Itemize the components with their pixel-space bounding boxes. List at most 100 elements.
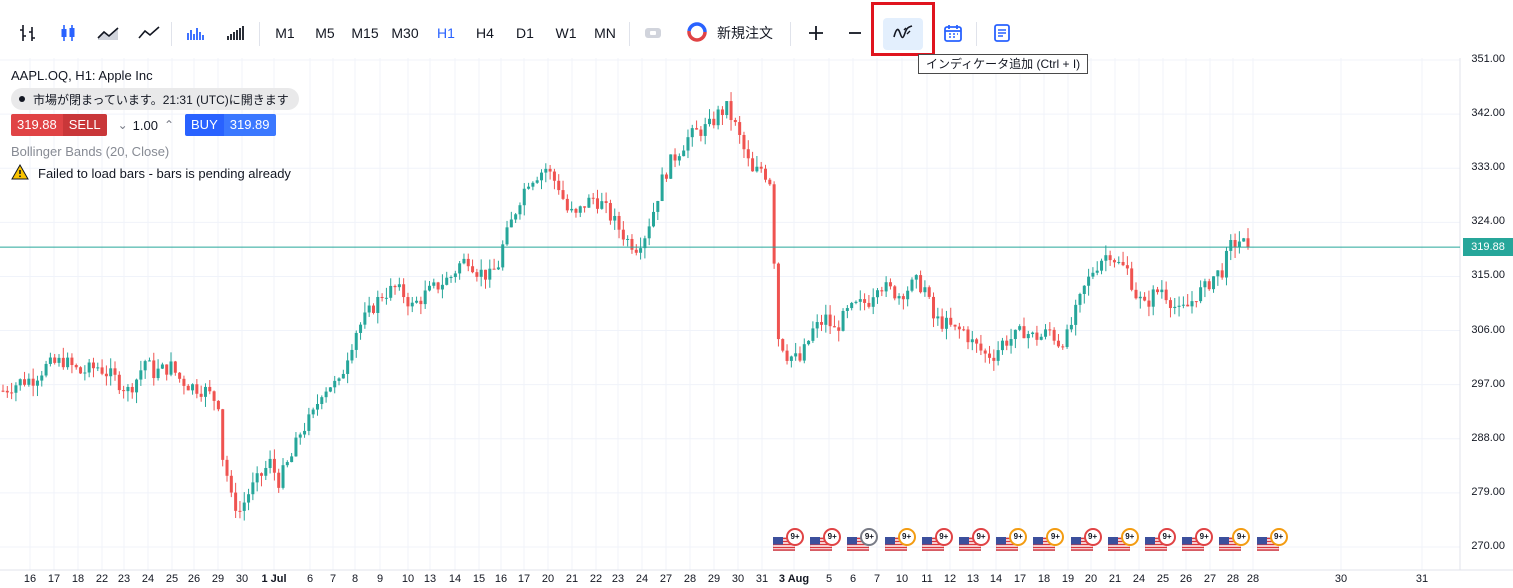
status-dot-icon: [19, 96, 25, 102]
area-chart-icon[interactable]: [95, 17, 121, 49]
event-count-badge[interactable]: 9+: [1120, 528, 1139, 546]
candle-body: [44, 363, 48, 376]
candle-body: [820, 322, 824, 325]
event-count-badge[interactable]: 9+: [1158, 528, 1176, 546]
candle-body: [397, 284, 401, 288]
volume-bars-icon[interactable]: [184, 17, 208, 49]
candle-body: [156, 368, 160, 379]
candle-body: [927, 287, 931, 297]
candle-body: [165, 364, 169, 375]
time-axis-label: 1 Jul: [261, 573, 287, 585]
timeframe-m30[interactable]: M30: [391, 25, 419, 41]
candle-body: [906, 290, 910, 300]
candle-body: [268, 458, 272, 468]
calendar-icon[interactable]: [941, 17, 965, 49]
time-axis-label: 25: [1156, 573, 1170, 585]
current-price-tag: 319.88: [1463, 238, 1513, 257]
time-axis-label: 24: [635, 573, 649, 585]
candle-body: [496, 267, 500, 270]
event-count-badge[interactable]: 9+: [786, 528, 804, 546]
candle-body: [1203, 281, 1207, 288]
timeframe-m5[interactable]: M5: [315, 25, 335, 41]
candle-body: [992, 357, 996, 361]
candle-body: [595, 198, 599, 209]
indicators-button[interactable]: [883, 18, 923, 50]
candle-body: [854, 301, 858, 303]
candle-body: [367, 305, 371, 313]
candle-body: [109, 368, 113, 377]
timeframe-m15[interactable]: M15: [351, 25, 379, 41]
new-order-button[interactable]: 新規注文: [686, 17, 776, 49]
volume-ticks-icon[interactable]: [224, 17, 248, 49]
event-count-badge[interactable]: 9+: [1232, 528, 1251, 546]
buy-price[interactable]: 319.89: [223, 114, 276, 136]
candle-body: [264, 467, 268, 476]
increase-quantity-icon[interactable]: ⌃: [163, 118, 175, 132]
time-axis-label: 18: [71, 573, 85, 585]
time-axis-label: 24: [141, 573, 155, 585]
candle-body: [570, 208, 574, 211]
timeframe-h4[interactable]: H4: [476, 25, 494, 41]
event-count-badge[interactable]: 9+: [823, 528, 842, 546]
candle-body: [1000, 340, 1004, 351]
event-count-badge[interactable]: 9+: [1009, 528, 1028, 546]
indicator-legend[interactable]: Bollinger Bands (20, Close): [11, 144, 170, 159]
candle-body: [867, 302, 871, 307]
one-click-trading-icon[interactable]: [641, 17, 665, 49]
candles-chart-icon[interactable]: [56, 17, 80, 49]
event-count-badge[interactable]: 9+: [1046, 528, 1065, 546]
news-icon[interactable]: [990, 17, 1014, 49]
candle-body: [152, 360, 156, 379]
candle-body: [841, 310, 845, 331]
candle-body: [583, 206, 587, 208]
price-axis-label: 297.00: [1471, 377, 1505, 390]
zoom-out-icon[interactable]: [843, 17, 867, 49]
event-count-badge[interactable]: 9+: [860, 528, 879, 546]
candle-body: [130, 386, 134, 393]
time-axis-label: 21: [565, 573, 579, 585]
decrease-quantity-icon[interactable]: ⌄: [117, 118, 128, 132]
candle-body: [617, 215, 621, 230]
event-count-badge[interactable]: 9+: [897, 528, 916, 546]
timeframe-w1[interactable]: W1: [555, 25, 577, 41]
timeframe-d1[interactable]: D1: [516, 25, 534, 41]
sell-price[interactable]: 319.88: [11, 114, 63, 136]
candle-body: [337, 378, 341, 381]
buy-button[interactable]: BUY: [185, 114, 224, 136]
price-axis-label: 270.00: [1471, 540, 1505, 552]
candle-body: [845, 308, 849, 311]
event-count-badge[interactable]: 9+: [934, 528, 953, 546]
candle-body: [229, 475, 233, 493]
line-chart-icon[interactable]: [136, 17, 162, 49]
candle-body: [1018, 326, 1022, 330]
event-count-badge[interactable]: 9+: [1083, 528, 1102, 546]
candle-body: [673, 154, 677, 161]
time-axis-label: 12: [943, 573, 957, 585]
candle-body: [427, 285, 431, 291]
event-count-badge[interactable]: 9+: [1269, 528, 1288, 546]
quantity-value[interactable]: 1.00: [132, 117, 158, 133]
candle-body: [402, 284, 406, 298]
price-chart[interactable]: [0, 58, 1513, 588]
candle-body: [436, 282, 440, 290]
time-axis-label: 20: [541, 573, 555, 585]
candle-body: [1108, 255, 1112, 261]
candle-body: [591, 197, 595, 199]
sell-button[interactable]: SELL: [62, 114, 107, 136]
timeframe-m1[interactable]: M1: [275, 25, 295, 41]
event-count-badge[interactable]: 9+: [1195, 528, 1214, 546]
timeframe-h1[interactable]: H1: [437, 25, 455, 41]
candle-body: [1087, 276, 1091, 286]
timeframe-mn[interactable]: MN: [594, 25, 616, 41]
candle-body: [307, 414, 311, 431]
candle-body: [1212, 276, 1216, 290]
candle-body: [1181, 304, 1185, 306]
chart-canvas: [0, 58, 1513, 571]
event-count-badge[interactable]: 9+: [972, 528, 990, 546]
bars-chart-icon[interactable]: [16, 17, 40, 49]
time-axis-label: 14: [989, 573, 1003, 585]
time-axis-label: 21: [1108, 573, 1122, 585]
price-axis-label: 306.00: [1471, 323, 1505, 336]
zoom-in-icon[interactable]: [804, 17, 828, 49]
candle-body: [74, 365, 78, 368]
